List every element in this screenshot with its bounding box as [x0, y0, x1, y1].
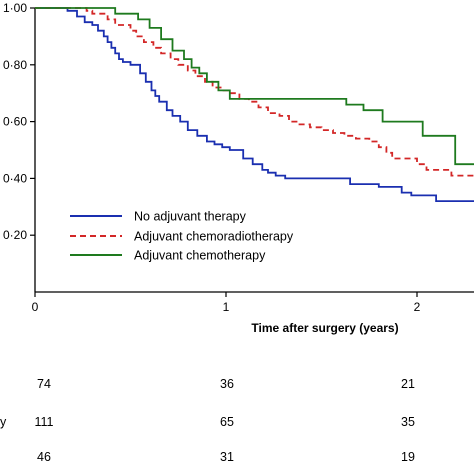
number-at-risk-table: 74 36 21 y 111 65 35 46 31 19 — [0, 377, 415, 464]
risk-cell: 65 — [220, 415, 234, 429]
risk-cell: 74 — [37, 377, 51, 391]
chart-axes — [34, 8, 474, 293]
y-tick-label: 0·40 — [3, 171, 27, 185]
risk-cell: 31 — [220, 450, 234, 464]
x-axis-label: Time after surgery (years) — [251, 321, 398, 335]
legend-item-chemotherapy: Adjuvant chemotherapy — [70, 249, 266, 263]
legend-item-chemoradiotherapy: Adjuvant chemoradiotherapy — [70, 230, 294, 244]
risk-row-chemotherapy: 46 31 19 — [37, 450, 415, 464]
curve-adjuvant-chemoradiotherapy — [35, 7, 474, 177]
x-axis-ticks: 0 1 2 — [32, 292, 421, 314]
x-tick-label: 1 — [223, 300, 230, 314]
risk-row-no-adjuvant: 74 36 21 — [37, 377, 415, 391]
y-tick-label: 0·60 — [3, 115, 27, 129]
risk-cell: 46 — [37, 450, 51, 464]
legend-label-chemoradiotherapy: Adjuvant chemoradiotherapy — [134, 230, 294, 244]
risk-cell: 21 — [401, 377, 415, 391]
risk-cell: 36 — [220, 377, 234, 391]
y-tick-label: 0·20 — [3, 228, 27, 242]
legend-label-chemotherapy: Adjuvant chemotherapy — [134, 249, 266, 263]
risk-cell: 19 — [401, 450, 415, 464]
risk-cell: 111 — [34, 415, 53, 429]
legend-item-no-adjuvant: No adjuvant therapy — [70, 210, 247, 224]
survival-curves — [35, 7, 474, 202]
x-tick-label: 2 — [414, 300, 421, 314]
y-tick-label: 1·00 — [3, 1, 27, 15]
y-axis-ticks: 1·00 0·80 0·60 0·40 0·20 — [3, 1, 35, 242]
chart-legend: No adjuvant therapy Adjuvant chemoradiot… — [70, 210, 294, 263]
y-tick-label: 0·80 — [3, 58, 27, 72]
risk-row-label-fragment: y — [0, 415, 7, 429]
curve-adjuvant-chemotherapy — [35, 7, 474, 166]
curve-no-adjuvant-therapy — [35, 7, 474, 202]
risk-row-chemoradiotherapy: y 111 65 35 — [0, 415, 415, 429]
x-tick-label: 0 — [32, 300, 39, 314]
legend-label-no-adjuvant: No adjuvant therapy — [134, 210, 247, 224]
risk-cell: 35 — [401, 415, 415, 429]
